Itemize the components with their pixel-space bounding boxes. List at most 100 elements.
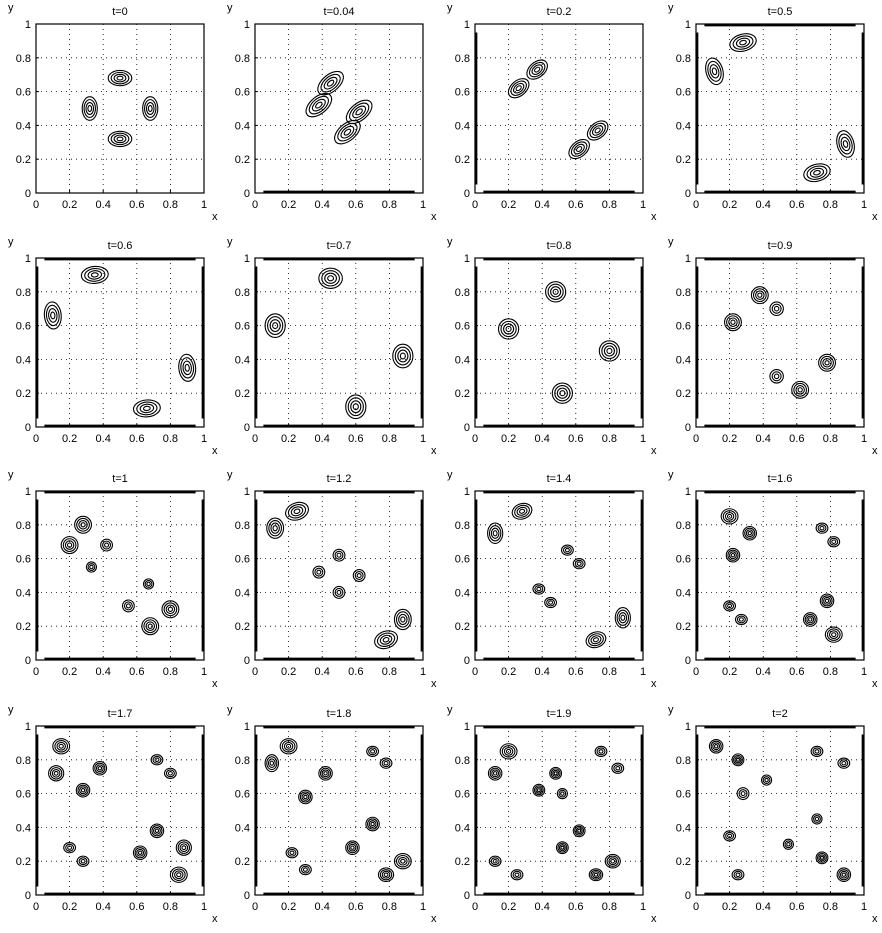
vortex (488, 855, 502, 867)
contour-line (505, 325, 512, 333)
vortex (802, 612, 818, 627)
y-tick-label: 0 (685, 422, 691, 434)
contour-line (545, 281, 567, 303)
vortex (769, 368, 784, 384)
contour-line (733, 870, 743, 879)
x-axis-label: x (431, 211, 437, 223)
axes-frame (474, 23, 644, 194)
contour-line (314, 567, 324, 577)
contour-line (142, 405, 151, 412)
contour-line (740, 791, 746, 797)
contour-line (171, 868, 186, 881)
contour-line (615, 766, 621, 771)
contour-line (87, 270, 103, 280)
contour-line (298, 864, 312, 876)
x-tick-label: 1 (201, 199, 207, 211)
contour-line (272, 322, 279, 330)
contour-line (729, 33, 757, 53)
contour-line (735, 872, 741, 877)
x-tick-label: 1 (640, 433, 646, 445)
contour-line (368, 820, 377, 828)
vortex (731, 753, 745, 767)
vortex (572, 558, 586, 570)
contour-line (532, 583, 546, 595)
contour-line (321, 769, 330, 778)
contour-line (762, 776, 771, 785)
y-tick-label: 0 (244, 422, 250, 434)
contour-line (315, 101, 323, 109)
y-tick-label: 0.4 (455, 822, 470, 834)
contour-line (570, 141, 588, 157)
x-axis-label: x (431, 913, 437, 925)
contour-line (125, 603, 131, 609)
contour-line (321, 270, 340, 287)
contour-line (824, 360, 830, 366)
y-tick-label: 0.2 (676, 621, 691, 633)
contour-line (490, 857, 500, 866)
contour-line (784, 840, 793, 849)
contour-line (76, 517, 90, 532)
y-tick-label: 0.8 (235, 53, 250, 65)
contour-line (499, 743, 518, 760)
contour-line (836, 130, 855, 158)
contour-line (534, 585, 544, 593)
contour-line (347, 397, 364, 417)
contour-line (147, 104, 153, 113)
contour-line (560, 791, 565, 796)
contour-panel: 0 0.2 0.4 0.6 0.8 1 0 0.2 0.4 0.6 0.8 1 t=1 y x (8, 469, 218, 690)
contour-line (820, 355, 834, 370)
x-tick-label: 1 (861, 901, 867, 913)
y-tick-label: 0.2 (676, 388, 691, 400)
x-tick-label: 0.6 (568, 433, 583, 445)
vortex (487, 766, 503, 781)
contour-panel: 0 0.2 0.4 0.6 0.8 1 0 0.2 0.4 0.6 0.8 1 t=2 y x (668, 704, 878, 925)
x-tick-label: 0.8 (163, 901, 178, 913)
contour-line (136, 848, 145, 857)
vortex (318, 766, 333, 781)
vortex (142, 578, 155, 590)
contour-line (345, 840, 360, 855)
y-tick-label: 0.6 (235, 87, 250, 99)
contour-line (546, 598, 556, 607)
contour-line (738, 789, 748, 799)
vortex (724, 313, 742, 332)
vortex (725, 547, 741, 563)
contour-line (533, 785, 544, 796)
contour-line (729, 551, 737, 560)
contour-line (590, 869, 602, 880)
contour-line (376, 632, 396, 647)
x-tick-label: 0 (472, 199, 478, 211)
panel-title: t=1 (112, 473, 128, 485)
x-tick-label: 0.8 (382, 199, 397, 211)
contour-line (806, 615, 815, 624)
x-tick-label: 0.6 (789, 666, 804, 678)
contour-line (535, 786, 543, 794)
contour-line (487, 522, 504, 544)
contour-line (519, 508, 526, 514)
x-tick-label: 0.2 (62, 199, 77, 211)
vortex (487, 522, 504, 544)
contour-line (586, 120, 609, 141)
vortex (85, 561, 98, 573)
contour-line (352, 569, 366, 582)
contour-line (267, 758, 276, 768)
contour-line (782, 838, 794, 850)
contour-line (593, 872, 599, 877)
x-axis-label: x (651, 445, 657, 457)
y-tick-label: 1 (25, 721, 31, 733)
y-tick-label: 0.8 (455, 287, 470, 299)
contour-line (300, 865, 310, 874)
y-tick-label: 1 (244, 486, 250, 498)
x-tick-label: 0.8 (602, 199, 617, 211)
contour-line (734, 613, 748, 626)
contour-line (585, 631, 607, 649)
contour-line (705, 57, 724, 86)
x-tick-label: 0 (33, 199, 39, 211)
contour-line (63, 842, 77, 854)
vortex (544, 596, 558, 609)
contour-line (574, 825, 585, 836)
contour-line (829, 537, 839, 546)
contour-line (348, 843, 357, 852)
contour-line (305, 92, 333, 118)
x-tick-label: 0.8 (163, 666, 178, 678)
